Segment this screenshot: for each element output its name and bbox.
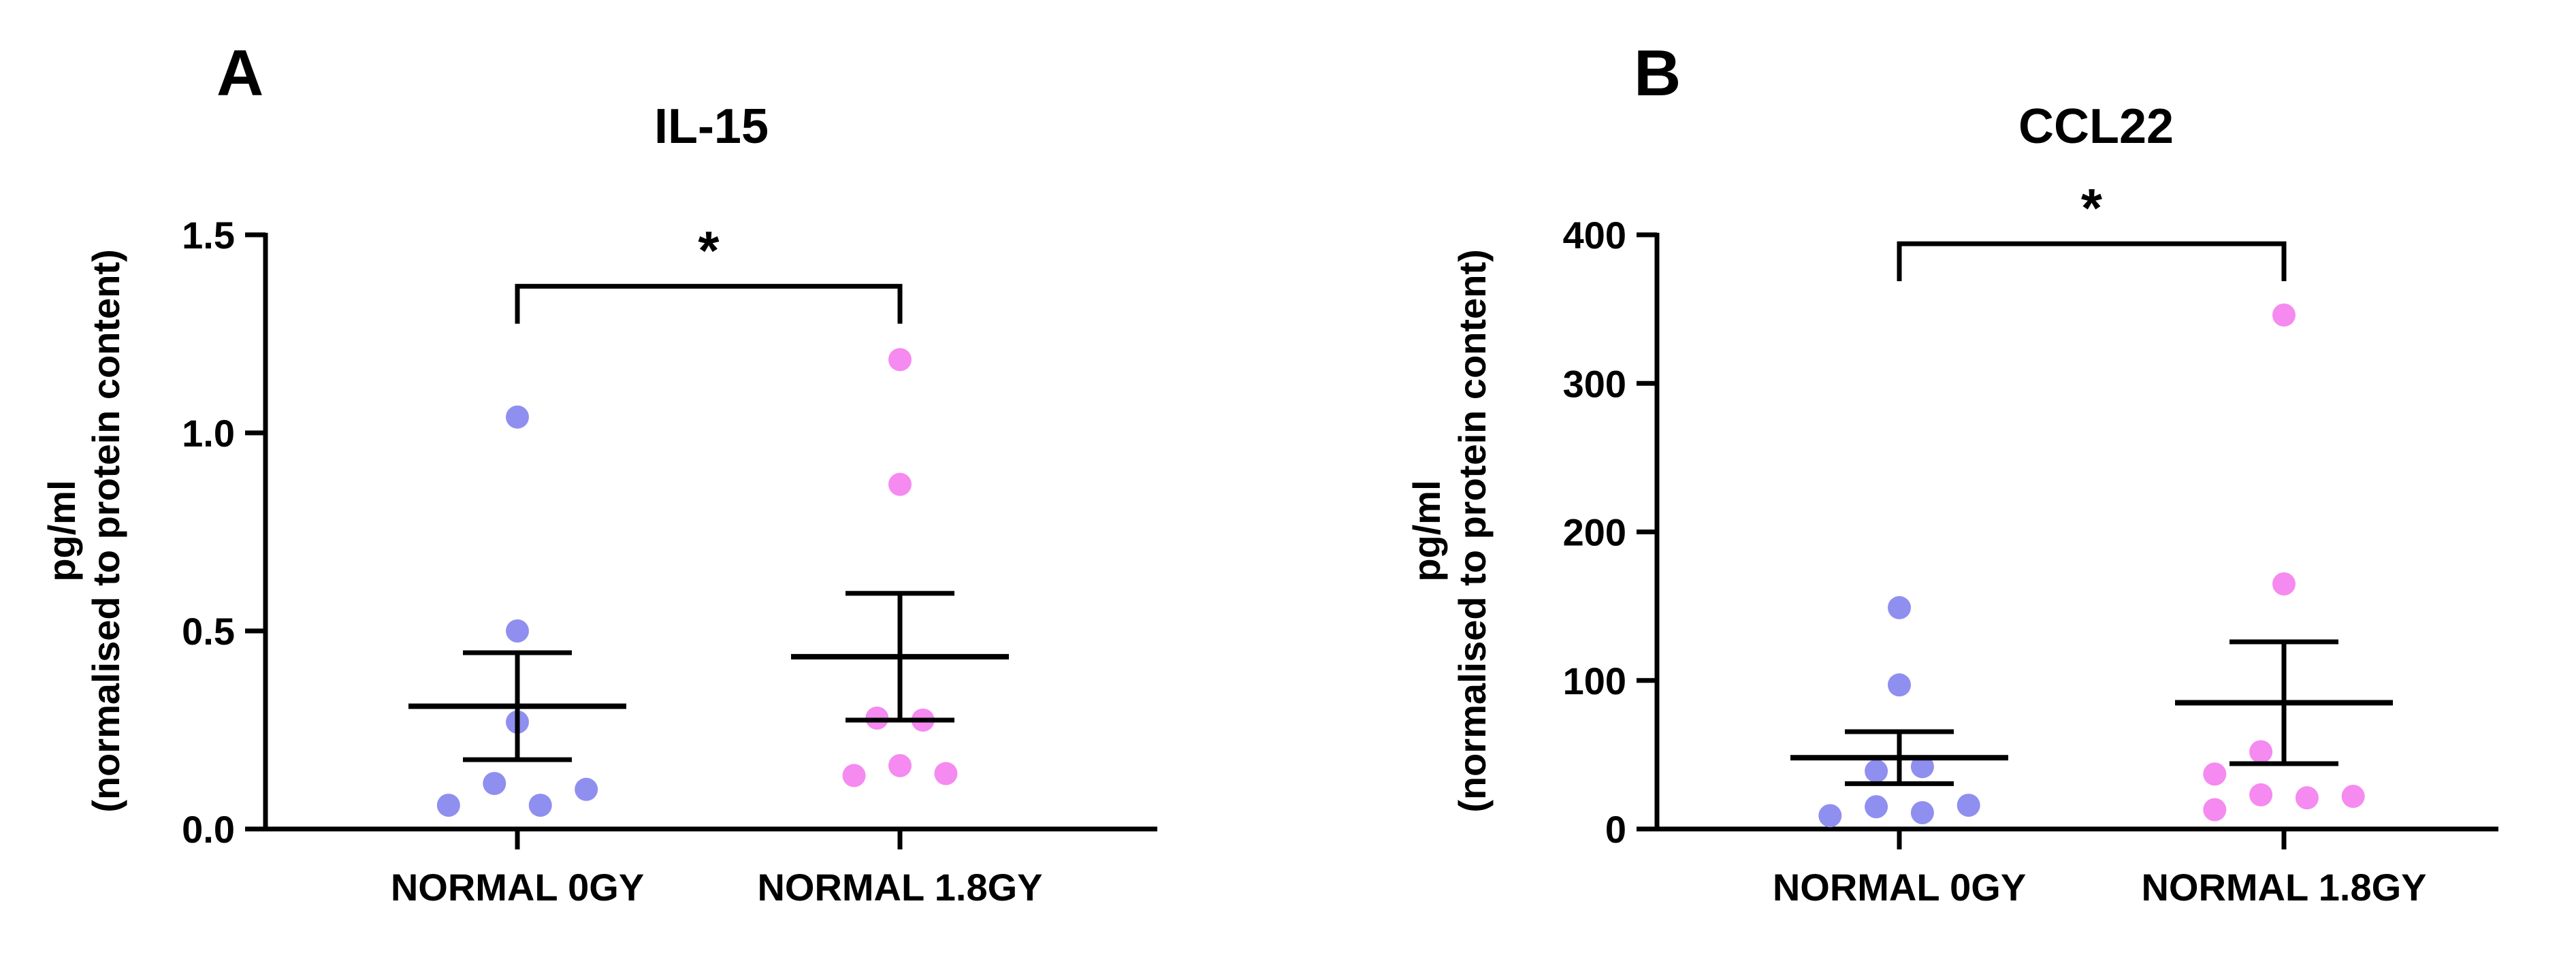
y-tick-label: 400 xyxy=(1563,214,1626,257)
data-point xyxy=(888,472,912,496)
panel-letter: B xyxy=(1634,37,1681,110)
y-tick-label: 1.5 xyxy=(182,214,235,257)
data-point xyxy=(2295,786,2319,810)
y-axis-label-line2: (normalised to protein content) xyxy=(84,249,127,813)
data-point xyxy=(1910,800,1934,824)
data-point xyxy=(934,762,958,785)
data-point xyxy=(483,772,506,796)
data-point xyxy=(528,794,552,817)
chart-panel-a: A IL-15 pg/ml (normalised to protein conten… xyxy=(40,37,1157,909)
y-axis-label-line1: pg/ml xyxy=(1405,480,1448,581)
data-point xyxy=(2341,784,2365,808)
data-point xyxy=(1865,795,1888,819)
data-point xyxy=(506,619,529,643)
y-tick-label: 1.0 xyxy=(182,412,235,455)
y-tick-label: 0.5 xyxy=(182,610,235,653)
data-point xyxy=(1910,755,1934,779)
data-point xyxy=(1888,673,1911,697)
significance-bracket xyxy=(515,284,903,324)
data-point xyxy=(506,405,529,429)
y-axis-label-line2: (normalised to protein content) xyxy=(1451,249,1494,813)
data-point xyxy=(1888,596,1911,619)
data-point xyxy=(2249,783,2273,807)
data-point xyxy=(2203,798,2227,822)
significance-label: * xyxy=(2081,178,2103,238)
y-tick-label: 0 xyxy=(1605,808,1626,851)
data-point xyxy=(842,764,866,787)
data-point xyxy=(888,348,912,372)
significance-bracket xyxy=(1897,241,2287,282)
data-point xyxy=(1865,759,1888,783)
data-point xyxy=(888,753,912,777)
y-tick-label: 0.0 xyxy=(182,808,235,851)
data-point xyxy=(2203,762,2227,786)
chart-panel-b: B CCL22 pg/ml (normalised to protein conten… xyxy=(1405,37,2498,909)
significance-label: * xyxy=(698,221,720,281)
y-tick-label: 200 xyxy=(1563,511,1626,554)
data-point xyxy=(2272,572,2296,596)
data-point xyxy=(1957,794,1980,817)
y-axis-label-line1: pg/ml xyxy=(40,480,83,581)
data-point xyxy=(436,794,460,817)
y-tick-label: 300 xyxy=(1563,362,1626,405)
chart-title: IL-15 xyxy=(654,99,769,154)
data-point xyxy=(575,777,598,801)
data-point xyxy=(2272,303,2296,327)
y-tick-label: 100 xyxy=(1563,660,1626,702)
x-category-label: NORMAL 0GY xyxy=(391,866,644,909)
chart-title: CCL22 xyxy=(2018,99,2174,154)
x-category-label: NORMAL 1.8GY xyxy=(2141,866,2426,909)
x-category-label: NORMAL 1.8GY xyxy=(757,866,1042,909)
x-category-label: NORMAL 0GY xyxy=(1773,866,2026,909)
data-point xyxy=(2249,740,2273,764)
panel-letter: A xyxy=(216,37,263,110)
data-point xyxy=(1818,804,1842,828)
